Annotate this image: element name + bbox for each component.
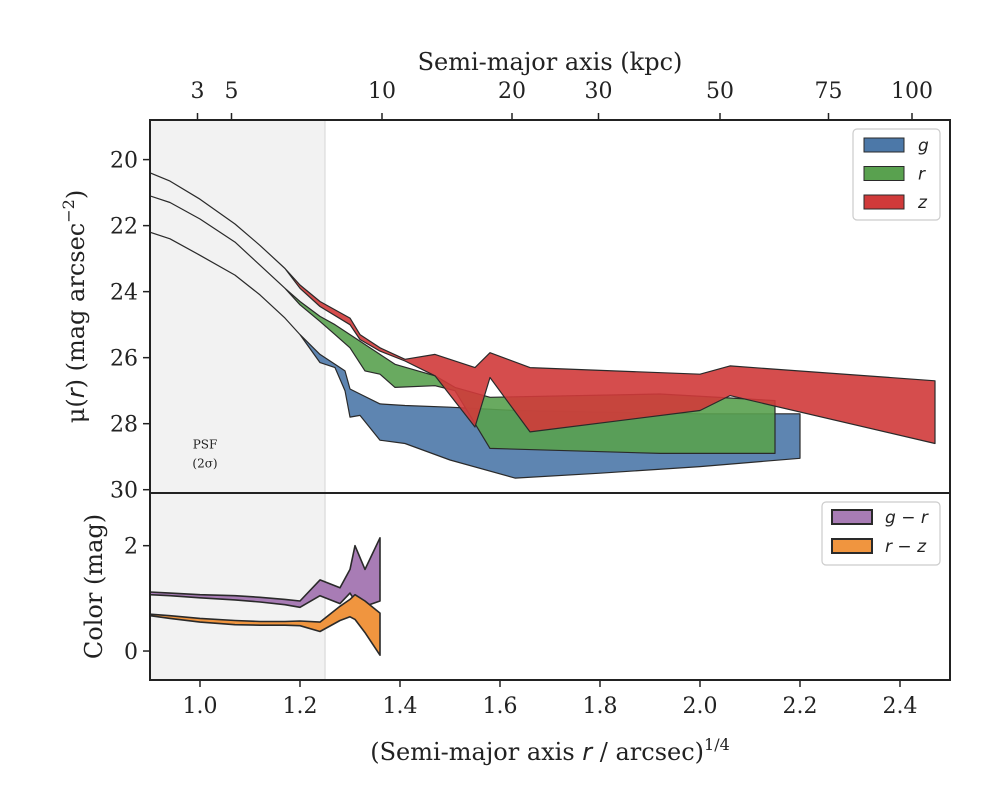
ytick-label: 30 [110,479,138,504]
ytick-label: 20 [110,149,138,174]
ytick-label: 26 [110,347,138,372]
psf-label: PSF [193,437,218,451]
xtick-label: 2.2 [783,694,818,719]
kpc-tick-label: 100 [891,79,933,104]
legends: grz g − r r − z [821,128,941,566]
kpc-tick-label: 50 [706,79,734,104]
xtick-label: 2.4 [883,694,918,719]
legend-swatch-g [863,137,905,153]
kpc-tick-label: 75 [815,79,843,104]
xtick-label: 2.0 [683,694,718,719]
legend-label-color: r − z [885,537,927,557]
ytick-label: 0 [124,640,138,665]
xtick-label: 1.8 [583,694,618,719]
psf-region [150,120,325,493]
band-r-minus-z [150,593,381,656]
xtick-label: 1.6 [483,694,518,719]
top-axis-label: Semi-major axis (kpc) [418,48,683,76]
legend-top: grz [852,128,941,221]
xtick-label: 1.2 [283,694,318,719]
band-z [150,172,936,445]
legend-swatch-color [831,509,873,525]
legend-label-color: g − r [885,508,929,528]
kpc-tick-label: 20 [498,79,526,104]
ytick-label: 28 [110,413,138,438]
color-panel: 0 2 1.0 1.2 1.4 1.6 1.8 2.0 2.2 2.4 [124,492,951,719]
legend-label-g: g [918,136,929,156]
legend-label-r: r [918,165,926,185]
kpc-tick-label: 5 [225,79,239,104]
ytick-label: 22 [110,215,138,240]
legend-swatch-z [863,194,905,210]
kpc-tick-label: 3 [191,79,205,104]
axis-labels: (Semi-major axis r / arcsec)1/4 μ(r) (mag… [59,190,730,766]
legend-bottom: g − r r − z [821,501,941,566]
xtick-label: 1.4 [383,694,418,719]
legend-label-z: z [917,193,928,213]
ytick-label: 24 [110,281,138,306]
bottom-frame [149,492,951,681]
top-kpc-axis: 3 5 10 20 30 50 75 100 Semi-major axis (kpc) [191,48,933,120]
legend-swatch-r [863,166,905,181]
band-g-minus-r [150,537,381,609]
y-axis-label-top: μ(r) (mag arcsec−2) [59,190,90,423]
kpc-tick-label: 10 [368,79,396,104]
ytick-label: 2 [124,535,138,560]
x-axis-label: (Semi-major axis r / arcsec)1/4 [370,735,730,766]
xtick-label: 1.0 [183,694,218,719]
kpc-tick-label: 30 [585,79,613,104]
legend-swatch-color [831,538,873,554]
psf-sigma-label: (2σ) [192,457,217,471]
psf-region-color [150,493,325,680]
y-axis-label-bottom: Color (mag) [80,514,108,659]
